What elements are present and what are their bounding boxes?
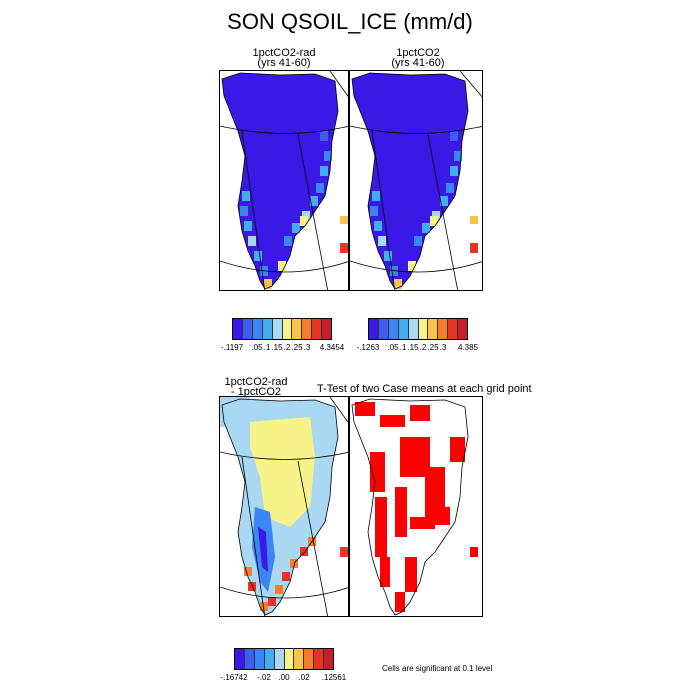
panel-title-line2: (yrs 41-60): [257, 57, 311, 69]
colorbar-label: .00: [278, 673, 290, 682]
colorbar-label: -.1197: [220, 343, 244, 352]
colorbar-swatch: [264, 649, 275, 669]
colorbar-label: .1: [399, 343, 407, 352]
colorbar-label: .05: [387, 343, 399, 352]
greenland-map: [220, 397, 348, 616]
graticule: [220, 397, 348, 616]
colorbar-swatch: [369, 319, 379, 339]
colorbar-top-left: [232, 318, 332, 340]
greenland-map: [220, 71, 348, 290]
significance-note: Cells are significant at 0.1 level: [382, 664, 493, 673]
colorbar-swatch: [428, 319, 439, 339]
colorbar-swatch: [235, 649, 245, 669]
colorbar-label: 4.385: [457, 343, 479, 352]
colorbar-label: .2: [419, 343, 427, 352]
colorbar-label: .2: [283, 343, 291, 352]
colorbar-label: .3: [303, 343, 311, 352]
colorbar-swatch: [302, 319, 313, 339]
figure-title: SON QSOIL_ICE (mm/d): [227, 9, 473, 34]
colorbar-swatch: [312, 319, 323, 339]
colorbar-swatch: [322, 319, 332, 339]
colorbar-label: .15: [271, 343, 283, 352]
significance-field: [351, 398, 478, 616]
colorbar-label: .1: [263, 343, 271, 352]
colorbar-top-right: [368, 318, 468, 340]
colorbar-label: .02: [298, 673, 310, 682]
graticule: [350, 71, 482, 290]
panel-title-line2: (yrs 41-60): [391, 57, 445, 69]
colorbar-swatch: [252, 319, 263, 339]
greenland-map: [351, 398, 478, 616]
colorbar-swatch: [272, 319, 283, 339]
colorbar-swatch: [304, 649, 315, 669]
colorbar-swatch: [398, 319, 409, 339]
colorbar-swatch: [378, 319, 389, 339]
colorbar-label: -.02: [257, 673, 271, 682]
colorbar-swatch: [438, 319, 449, 339]
colorbar-swatch: [458, 319, 468, 339]
panel-title-bottom-left: 1pctCO2-rad - 1pctCO2: [186, 376, 326, 398]
panel-title-top-left: 1pctCO2-rad (yrs 41-60): [214, 47, 354, 69]
panel-title-bottom-right: T-Test of two Case means at each grid po…: [317, 383, 532, 395]
map-panel-top-right: [349, 70, 483, 291]
difference-field: [220, 397, 348, 616]
colorbar-label: .3: [439, 343, 447, 352]
colorbar-swatch: [262, 319, 273, 339]
map-panel-bottom-right: [349, 396, 483, 617]
colorbar-label: -.16742: [220, 673, 248, 682]
colorbar-swatch: [233, 319, 243, 339]
colorbar-label: .05: [251, 343, 263, 352]
colorbar-swatch: [294, 649, 305, 669]
colorbar-swatch: [282, 319, 293, 339]
colorbar-bottom-left: [234, 648, 334, 670]
colorbar-swatch: [242, 319, 253, 339]
colorbar-swatch: [324, 649, 334, 669]
panel-title-top-right: 1pctCO2 (yrs 41-60): [348, 47, 488, 69]
panel-title-line1: 1pctCO2: [396, 47, 440, 59]
colorbar-swatch: [418, 319, 429, 339]
colorbar-label: 4.3454: [319, 343, 345, 352]
map-panel-bottom-left: [219, 396, 349, 617]
qsoil-ice-field: [221, 72, 348, 290]
colorbar-label: .25: [291, 343, 303, 352]
colorbar-swatch: [448, 319, 459, 339]
colorbar-swatch: [292, 319, 303, 339]
colorbar-swatch: [244, 649, 255, 669]
colorbar-label: -.1263: [356, 343, 380, 352]
greenland-map: [350, 71, 482, 290]
colorbar-label: .12561: [321, 673, 347, 682]
colorbar-swatch: [284, 649, 295, 669]
colorbar-swatch: [254, 649, 265, 669]
qsoil-ice-field: [351, 72, 478, 290]
colorbar-label: .25: [427, 343, 439, 352]
colorbar-label: .15: [407, 343, 419, 352]
graticule: [220, 71, 348, 290]
map-panel-top-left: [219, 70, 349, 291]
panel-title-line1: 1pctCO2-rad: [252, 47, 316, 59]
colorbar-swatch: [388, 319, 399, 339]
colorbar-swatch: [274, 649, 285, 669]
colorbar-swatch: [408, 319, 419, 339]
panel-title-line2: - 1pctCO2: [230, 386, 282, 398]
panel-title-line1: 1pctCO2-rad: [224, 376, 288, 388]
colorbar-swatch: [314, 649, 325, 669]
